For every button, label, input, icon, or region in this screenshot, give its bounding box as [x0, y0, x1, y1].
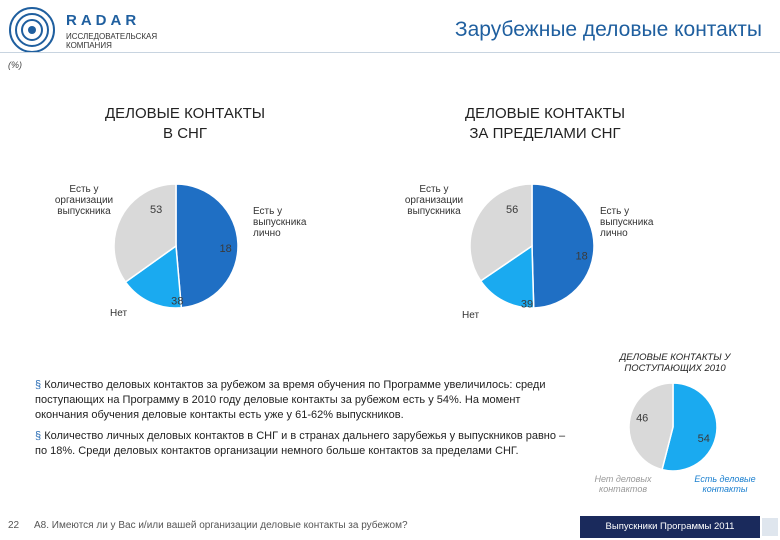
chart2-value-label-2: 18: [575, 250, 587, 262]
chart1-none-label: Нет: [110, 308, 128, 319]
chart3-yes-label: Есть деловые контакты: [694, 474, 756, 494]
finding-1-text: Количество деловых контактов за рубежом …: [35, 379, 546, 421]
units-label: (%): [8, 60, 22, 70]
header-divider: [0, 52, 780, 53]
chart3-slice-2: [661, 382, 718, 472]
footer-badge: Выпускники Программы 2011: [580, 516, 760, 538]
chart2-org-label: Есть у организации выпускника: [404, 184, 464, 217]
logo-sub-line1: ИССЛЕДОВАТЕЛЬСКАЯ: [66, 32, 158, 41]
logo-name: RADAR: [66, 12, 141, 29]
chart2-personal-label: Есть у выпускника лично: [600, 206, 654, 239]
chart1-personal-label: Есть у выпускника лично: [253, 206, 307, 239]
bullet-icon: §: [35, 430, 45, 442]
chart1-title: ДЕЛОВЫЕ КОНТАКТЫ В СНГ: [70, 104, 300, 144]
chart3-value-label-2: 54: [698, 433, 710, 445]
chart2-slice-3: [469, 183, 533, 282]
chart3-title-line1: ДЕЛОВЫЕ КОНТАКТЫ У: [619, 352, 731, 363]
logo-sub-line2: КОМПАНИЯ: [66, 41, 112, 50]
bullet-icon: §: [35, 379, 45, 391]
logo-subtitle: ИССЛЕДОВАТЕЛЬСКАЯ КОМПАНИЯ: [66, 32, 157, 50]
finding-2-text: Количество личных деловых контактов в СН…: [35, 430, 566, 457]
chart1-slice-2: [124, 244, 183, 309]
chart2-slice-1: [531, 183, 595, 309]
page-title: Зарубежные деловые контакты: [454, 18, 762, 41]
page-number: 22: [8, 520, 20, 531]
chart1-title-line1: ДЕЛОВЫЕ КОНТАКТЫ: [104, 105, 266, 122]
chart2-none-label: Нет: [462, 310, 480, 321]
chart3-title: ДЕЛОВЫЕ КОНТАКТЫ У ПОСТУПАЮЩИХ 2010: [600, 352, 750, 374]
chart2-value-label-3: 39: [521, 299, 533, 311]
chart2-value-label-1: 56: [506, 204, 518, 216]
footer-corner: [762, 518, 778, 536]
finding-2: § Количество личных деловых контактов в …: [35, 429, 575, 459]
chart2-title-line1: ДЕЛОВЫЕ КОНТАКТЫ: [464, 105, 626, 122]
survey-question: А8. Имеются ли у Вас и/или вашей организ…: [34, 520, 408, 531]
chart1-value-label-2: 18: [219, 243, 231, 255]
chart3-title-line2: ПОСТУПАЮЩИХ 2010: [624, 363, 726, 374]
findings-text: § Количество деловых контактов за рубежо…: [35, 378, 575, 465]
chart1-org-label: Есть у организации выпускника: [54, 184, 114, 217]
chart2-title-line2: ЗА ПРЕДЕЛАМИ СНГ: [469, 125, 621, 142]
chart1-slice-1: [175, 183, 239, 309]
chart3-value-label-1: 46: [636, 412, 648, 424]
chart1-slice-3: [113, 183, 177, 284]
finding-1: § Количество деловых контактов за рубежо…: [35, 378, 575, 423]
chart3-none-label: Нет деловых контактов: [594, 474, 652, 494]
chart1-title-line2: В СНГ: [163, 125, 207, 142]
chart2-title: ДЕЛОВЫЕ КОНТАКТЫ ЗА ПРЕДЕЛАМИ СНГ: [430, 104, 660, 144]
chart1-value-label-3: 38: [171, 296, 183, 308]
chart3-slice-1: [628, 382, 674, 471]
chart2-slice-2: [479, 244, 535, 309]
chart1-value-label-1: 53: [150, 204, 162, 216]
